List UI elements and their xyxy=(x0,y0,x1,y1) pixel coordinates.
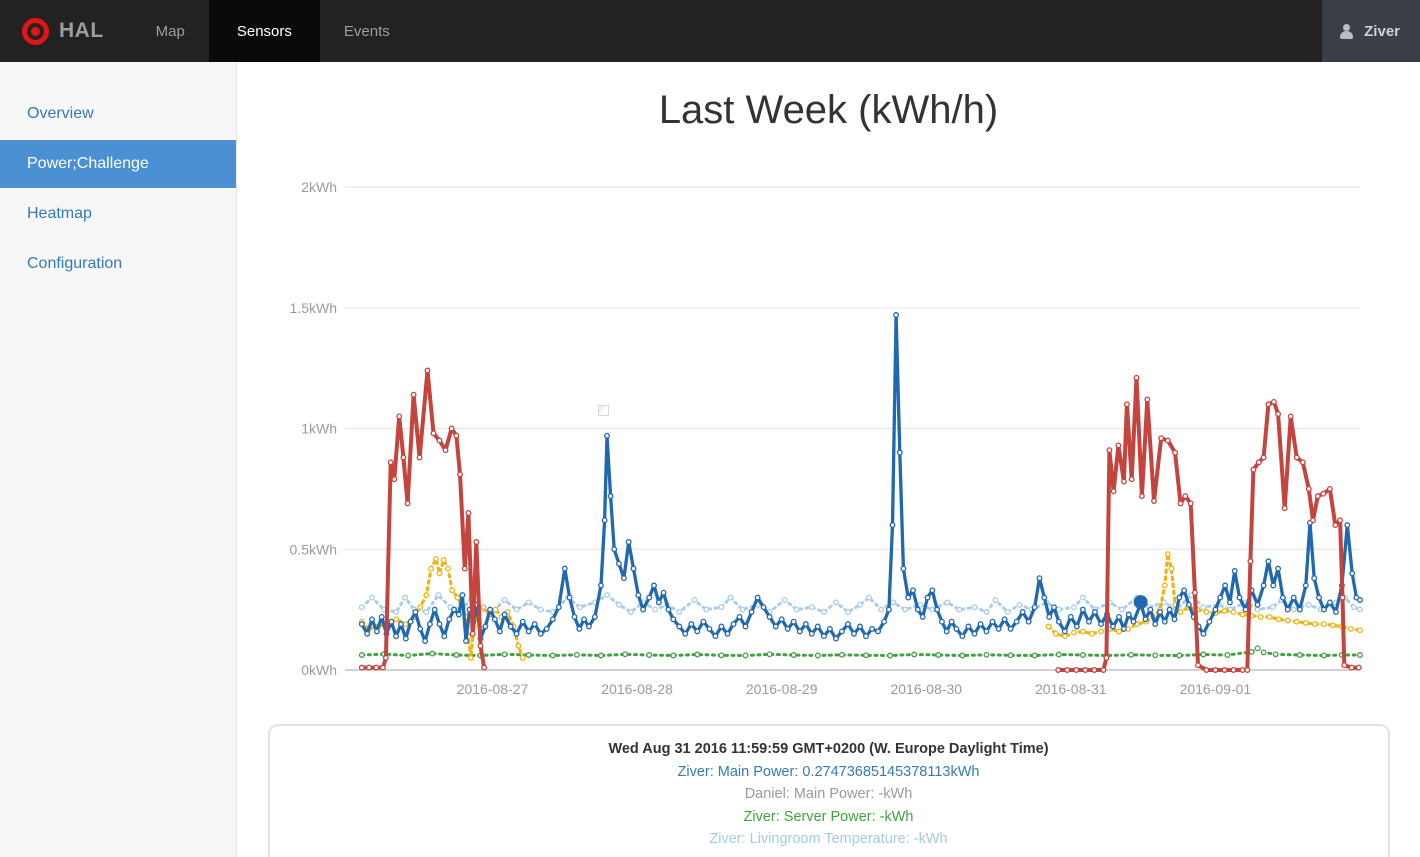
nav-item-sensors[interactable]: Sensors xyxy=(208,0,320,62)
tooltip-row: Ziver: Server Power: -kWh xyxy=(743,808,914,825)
nav-item-events[interactable]: Events xyxy=(343,22,390,40)
sidebar-item-power-challenge[interactable]: Power;Challenge xyxy=(0,140,236,188)
svg-text:2016-08-29: 2016-08-29 xyxy=(746,681,818,697)
svg-text:1kWh: 1kWh xyxy=(301,421,337,437)
tooltip-timestamp: Wed Aug 31 2016 11:59:59 GMT+0200 (W. Eu… xyxy=(608,741,1049,757)
svg-text:2016-08-27: 2016-08-27 xyxy=(457,681,529,697)
main-nav: Map Sensors Events xyxy=(132,0,414,62)
svg-text:0kWh: 0kWh xyxy=(301,662,337,678)
svg-text:2016-08-31: 2016-08-31 xyxy=(1035,681,1107,697)
user-icon xyxy=(1338,23,1355,39)
tooltip-row: Ziver: Livingroom Temperature: -kWh xyxy=(709,831,948,848)
svg-text:1.5kWh: 1.5kWh xyxy=(290,300,337,316)
sidebar: Overview Power;Challenge Heatmap Configurat… xyxy=(0,62,237,857)
chart-tooltip-panel: Wed Aug 31 2016 11:59:59 GMT+0200 (W. Eu… xyxy=(267,724,1390,857)
tooltip-row: Daniel: Main Power: -kWh xyxy=(744,786,913,803)
broken-image-artifact xyxy=(598,405,609,416)
main-content: Last Week (kWh/h) 2kWh 1.5kWh 1kWh 0.5kWh 0k… xyxy=(237,62,1420,857)
svg-text:2016-09-01: 2016-09-01 xyxy=(1180,681,1252,697)
top-navbar: HAL Map Sensors Events Ziver xyxy=(0,0,1420,62)
brand[interactable]: HAL xyxy=(0,0,132,62)
brand-title: HAL xyxy=(59,19,104,42)
user-name: Ziver xyxy=(1364,22,1400,40)
svg-text:0.5kWh: 0.5kWh xyxy=(290,541,337,557)
tooltip-row: Ziver: Main Power: 0.27473685145378113kW… xyxy=(677,763,980,780)
power-line-chart[interactable]: 2kWh 1.5kWh 1kWh 0.5kWh 0kWh 2016-08-27 2016-0… xyxy=(237,140,1420,706)
hal-logo-icon xyxy=(22,17,49,45)
sidebar-item-configuration[interactable]: Configuration xyxy=(27,255,123,272)
svg-text:2016-08-28: 2016-08-28 xyxy=(601,681,673,697)
nav-item-map[interactable]: Map xyxy=(155,22,185,40)
sidebar-item-overview[interactable]: Overview xyxy=(27,105,94,122)
page-title: Last Week (kWh/h) xyxy=(658,88,999,132)
user-menu[interactable]: Ziver xyxy=(1322,0,1420,62)
sidebar-item-heatmap[interactable]: Heatmap xyxy=(27,205,92,222)
svg-text:2016-08-30: 2016-08-30 xyxy=(890,681,962,697)
chart-area: 2kWh 1.5kWh 1kWh 0.5kWh 0kWh 2016-08-27 2016-0… xyxy=(237,140,1420,706)
svg-text:2kWh: 2kWh xyxy=(301,179,337,195)
